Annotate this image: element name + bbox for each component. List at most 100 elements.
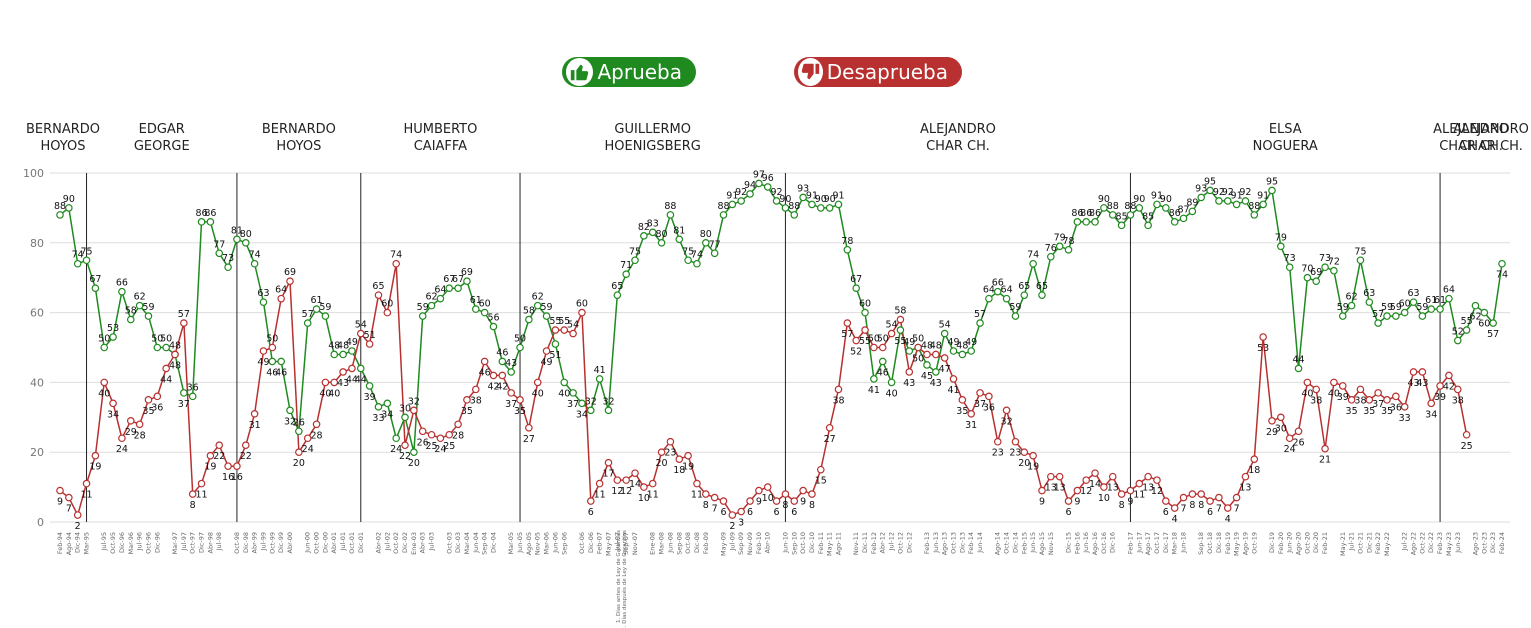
data-point [427,430,436,439]
data-label: 29 [1266,427,1278,438]
data-label: 88 [1124,201,1136,212]
x-tick-label: May-07 [604,532,612,556]
data-label: 26 [1292,437,1304,448]
data-point [73,259,82,268]
data-label: 11 [1133,490,1145,501]
data-point [418,427,427,436]
x-tick-label: Feb-24 [1498,532,1506,554]
data-point [180,389,188,397]
data-label: 6 [1163,507,1169,518]
x-tick-label: Ago-11 [835,532,843,555]
data-label: 6 [774,507,780,518]
data-point [808,490,816,498]
x-tick-label: Oct-01 [348,532,356,554]
data-label: 64 [434,285,446,296]
data-label: 88 [664,201,676,212]
data-label: 54 [567,320,579,331]
x-tick-label: Dic-97 [198,532,206,553]
legend-disapprove: Desaprueba [794,57,962,87]
data-point [586,497,595,505]
data-point [1418,312,1427,320]
x-tick-label: Sep-18 [1197,532,1205,555]
data-point [622,476,630,484]
x-tick-label: Oct-98 [233,532,241,554]
data-point [162,343,170,352]
data-point [126,315,135,324]
data-label: 50 [514,334,526,345]
data-label: 12 [620,486,632,497]
x-tick-label: Oct-96 [144,532,152,554]
data-point [1480,308,1489,317]
period-dividers [86,173,1441,522]
data-label: 6 [791,507,797,518]
data-label: 9 [1074,497,1080,508]
data-label: 43 [1407,378,1419,389]
data-label: 20 [656,458,668,469]
data-label: 6 [720,507,726,518]
data-label: 54 [939,320,951,331]
data-point [224,462,232,470]
x-tick-label: Feb-94 [56,532,64,554]
data-label: 31 [965,420,977,431]
data-label: 62 [134,292,146,303]
data-label: 90 [824,194,836,205]
data-label: 78 [841,236,853,247]
y-tick-label: 100 [23,167,44,180]
data-point [525,315,533,324]
data-point [666,437,675,446]
x-tick-label: Jun-17 [1135,532,1143,554]
data-point [109,333,117,341]
legend-approve-label: Aprueba [597,60,682,84]
data-point [852,336,860,345]
data-label: 28 [134,430,146,441]
data-point [356,364,365,373]
data-label: 65 [1036,281,1048,292]
x-tick-label: Ago-15 [1038,532,1046,555]
data-point [1144,221,1152,230]
data-label: 26 [293,417,305,428]
data-point [525,423,533,432]
x-tick-label: May-21 [1339,532,1347,556]
data-label: 59 [1009,302,1021,313]
x-tick-label: May-22 [1383,532,1391,556]
data-point [374,403,383,411]
data-point [1427,305,1436,313]
data-label: 59 [417,302,429,313]
data-label: 59 [1381,302,1393,313]
data-label: 75 [629,246,641,257]
data-label: 40 [558,388,570,399]
data-label: 23 [664,448,676,459]
series-line-disapprove [59,263,1468,518]
data-point [985,294,993,303]
data-label: 86 [195,208,207,219]
data-point [321,378,330,387]
x-tick-label: Jul-02 [383,532,391,551]
x-tick-label: Dic-00 [321,532,329,553]
data-label: 96 [762,173,774,184]
data-point [498,357,507,366]
data-label: 19 [89,462,101,473]
data-point [781,490,790,498]
x-tick-label: Sep-08 [675,532,683,555]
x-tick-label: Oct-10 [799,532,807,554]
data-label: 74 [390,250,402,261]
x-tick-label: Dic-23 [1489,532,1497,553]
data-point [118,434,126,443]
period-name: HOENIGSBERG [605,139,701,154]
data-label: 55 [549,316,561,327]
data-point [825,204,834,212]
data-label: 57 [841,329,853,340]
data-point [595,479,604,488]
data-point [1064,245,1073,254]
x-tick-label: Abr-00 [286,532,294,553]
data-label: 25 [1461,441,1473,452]
data-point [1330,378,1338,387]
data-point [843,319,852,327]
data-label: 37 [974,399,986,410]
data-point [1188,490,1197,498]
data-label: 44 [160,374,172,385]
data-point [410,448,418,457]
data-label: 74 [691,250,703,261]
data-label: 70 [1301,264,1313,275]
